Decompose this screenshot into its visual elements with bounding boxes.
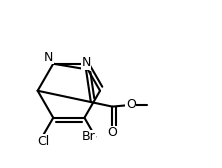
Text: Cl: Cl	[37, 135, 50, 148]
Text: Br: Br	[82, 130, 95, 143]
Text: O: O	[126, 98, 136, 111]
Text: N: N	[81, 56, 91, 69]
Text: N: N	[44, 51, 53, 64]
Text: O: O	[107, 126, 117, 139]
